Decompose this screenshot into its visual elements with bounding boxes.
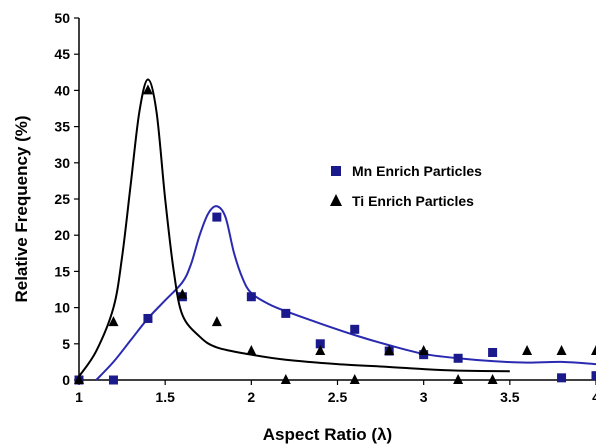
data-point [74,374,84,384]
data-point [349,374,360,384]
y-tick-label: 15 [54,263,70,279]
data-point [522,345,533,356]
data-point [177,288,188,299]
y-tick-label: 30 [54,155,70,171]
data-point [591,345,596,356]
data-point [453,374,464,384]
data-point [488,347,498,357]
data-point [246,345,257,356]
data-point [591,371,596,381]
data-point [453,353,463,363]
x-tick-label: 2.5 [328,389,348,405]
y-tick-label: 45 [54,46,70,62]
data-point [211,316,222,327]
y-tick-label: 20 [54,227,70,243]
legend-marker-triangle [330,194,342,206]
data-point [246,292,256,302]
series-mn [74,205,596,385]
series-layer [74,78,596,385]
legend-label: Ti Enrich Particles [352,193,474,209]
data-point [556,345,567,356]
data-point [108,375,118,385]
data-point [315,339,325,349]
x-axis-title: Aspect Ratio (λ) [263,425,392,444]
data-point [281,308,291,318]
data-point [142,84,153,95]
y-axis-title: Relative Frequency (%) [12,115,31,302]
x-tick-label: 4 [592,389,596,405]
data-point [143,313,153,323]
legend-label: Mn Enrich Particles [352,163,482,179]
data-point [280,374,291,384]
data-point [212,212,222,222]
y-tick-label: 5 [62,336,70,352]
x-tick-label: 1 [75,389,83,405]
y-axis: 0 5 10 15 20 25 30 35 40 45 50 [54,10,80,388]
data-point [487,374,498,384]
y-tick-label: 35 [54,119,70,135]
data-point [108,316,119,327]
legend: Mn Enrich Particles Ti Enrich Particles [330,163,482,209]
series-ti [74,78,596,384]
y-tick-label: 50 [54,10,70,26]
trend-curve [78,78,510,377]
trend-curve [95,205,596,381]
y-tick-label: 25 [54,191,70,207]
data-point [557,373,567,383]
x-tick-label: 3.5 [500,389,520,405]
data-point [384,345,395,356]
x-tick-label: 3 [420,389,428,405]
y-tick-label: 0 [62,372,70,388]
y-tick-label: 40 [54,82,70,98]
data-point [315,345,326,356]
x-tick-label: 2 [247,389,255,405]
legend-marker-square [331,166,341,176]
x-tick-label: 1.5 [155,389,175,405]
x-axis: 1 1.5 2 2.5 3 3.5 4 [75,379,596,405]
data-point [350,324,360,334]
y-tick-label: 10 [54,300,70,316]
data-point [418,345,429,356]
